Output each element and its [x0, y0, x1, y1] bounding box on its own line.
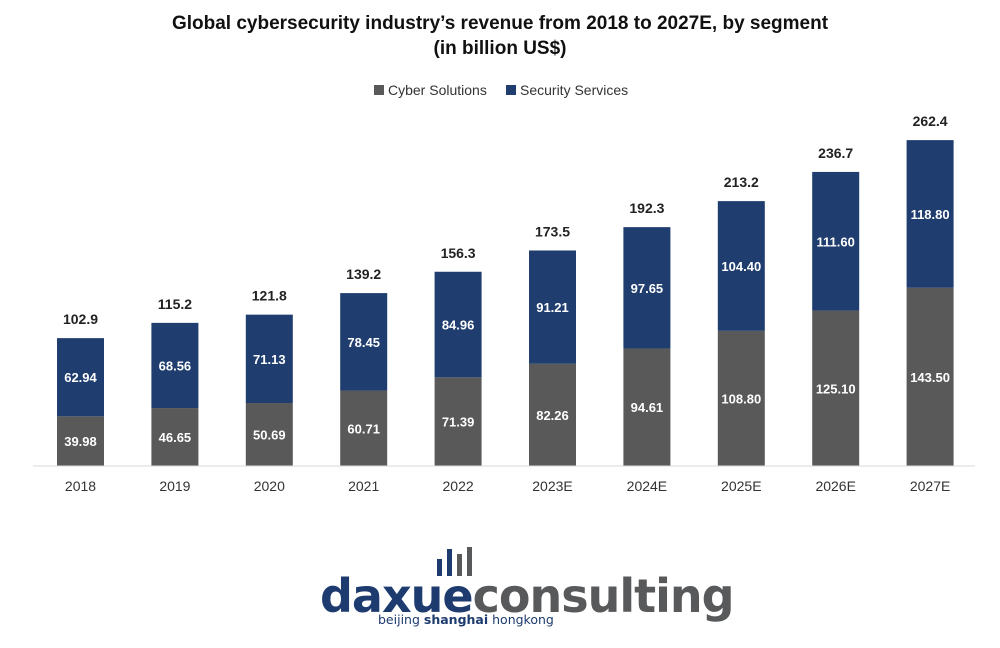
bar-cyber-solutions-2023E [529, 363, 576, 466]
data-label-security-services-2024E: 97.65 [631, 281, 664, 296]
data-label-cyber-solutions-2023E: 82.26 [536, 408, 569, 423]
data-label-security-services-2027E: 118.80 [911, 207, 950, 222]
x-tick-2020: 2020 [254, 478, 285, 494]
data-label-cyber-solutions-2024E: 94.61 [631, 400, 664, 415]
data-label-security-services-2020: 71.13 [253, 352, 286, 367]
legend: Cyber Solutions Security Services [374, 82, 628, 98]
data-label-cyber-solutions-2020: 50.69 [253, 428, 286, 443]
total-label-2026E: 236.7 [818, 145, 853, 161]
bar-cyber-solutions-2019 [151, 408, 199, 466]
data-label-cyber-solutions-2026E: 125.10 [816, 381, 856, 396]
legend-label-cyber-solutions: Cyber Solutions [388, 82, 487, 98]
bar-cyber-solutions-2026E [812, 310, 860, 466]
logo-tagline-beijing: beijing [378, 612, 420, 627]
total-label-2018: 102.9 [63, 311, 98, 327]
logo-wordmark: daxueconsulting [320, 569, 734, 623]
bar-security-services-2025E [717, 201, 765, 331]
bar-cyber-solutions-2022 [434, 377, 482, 466]
x-tick-2023E: 2023E [532, 478, 572, 494]
total-label-2027E: 262.4 [913, 113, 948, 129]
total-label-2021: 139.2 [346, 266, 381, 282]
bar-cyber-solutions-2020 [245, 403, 293, 466]
bar-cyber-solutions-2018 [57, 416, 104, 466]
x-tick-2021: 2021 [348, 478, 379, 494]
x-tick-2018: 2018 [65, 478, 96, 494]
data-label-security-services-2019: 68.56 [159, 358, 192, 373]
total-label-2024E: 192.3 [629, 200, 664, 216]
data-label-security-services-2021: 78.45 [347, 335, 380, 350]
data-label-security-services-2022: 84.96 [442, 318, 475, 333]
data-label-security-services-2018: 62.94 [64, 370, 97, 385]
bar-security-services-2027E [906, 140, 954, 288]
chart-title-line-2: (in billion US$) [434, 38, 567, 59]
x-tick-2022: 2022 [443, 478, 474, 494]
data-label-cyber-solutions-2022: 71.39 [442, 415, 475, 430]
data-label-cyber-solutions-2025E: 108.80 [721, 391, 761, 406]
bar-security-services-2021 [340, 293, 388, 391]
data-label-security-services-2026E: 111.60 [817, 234, 855, 249]
data-label-security-services-2023E: 91.21 [536, 300, 569, 315]
bar-cyber-solutions-2021 [340, 390, 388, 466]
x-tick-2024E: 2024E [627, 478, 667, 494]
total-label-2019: 115.2 [158, 296, 192, 312]
chart-title-line-1: Global cybersecurity industry’s revenue … [172, 13, 829, 34]
data-label-cyber-solutions-2018: 39.98 [64, 434, 97, 449]
data-label-cyber-solutions-2019: 46.65 [159, 430, 192, 445]
bar-security-services-2022 [434, 271, 482, 378]
bar-cyber-solutions-2025E [717, 330, 765, 466]
data-label-security-services-2025E: 104.40 [721, 259, 761, 274]
logo-tagline-shanghai: shanghai [424, 612, 488, 627]
legend-label-security-services: Security Services [520, 82, 628, 98]
x-tick-2026E: 2026E [815, 478, 855, 494]
bar-security-services-2019 [151, 322, 199, 409]
bar-security-services-2026E [812, 171, 860, 311]
logo-part-daxue: daxue [320, 569, 473, 623]
legend-swatch-cyber-solutions [374, 85, 384, 95]
bar-cyber-solutions-2024E [623, 348, 671, 466]
total-label-2025E: 213.2 [724, 174, 759, 190]
x-tick-2027E: 2027E [910, 478, 950, 494]
data-label-cyber-solutions-2027E: 143.50 [910, 370, 950, 385]
logo-tagline: beijing shanghai hongkong [378, 612, 554, 627]
bar-cyber-solutions-2027E [906, 287, 954, 466]
x-tick-2019: 2019 [159, 478, 190, 494]
plot-area: 39.98 62.94 102.9 2018 46.65 68.56 115.2 2019 50… [57, 113, 954, 494]
total-label-2020: 121.8 [252, 288, 287, 304]
logo-part-consulting: consulting [473, 569, 734, 623]
bar-chart-logo-icon [437, 547, 472, 576]
legend-swatch-security-services [506, 85, 516, 95]
x-tick-2025E: 2025E [721, 478, 761, 494]
data-label-cyber-solutions-2021: 60.71 [347, 421, 380, 436]
total-label-2023E: 173.5 [535, 223, 570, 239]
bar-security-services-2020 [245, 314, 293, 404]
bar-security-services-2023E [529, 250, 576, 364]
total-label-2022: 156.3 [441, 245, 476, 261]
bar-security-services-2018 [57, 338, 104, 417]
logo-tagline-hongkong: hongkong [492, 612, 554, 627]
bar-security-services-2024E [623, 227, 671, 349]
logo: daxueconsulting beijing shanghai hongkon… [320, 547, 735, 627]
